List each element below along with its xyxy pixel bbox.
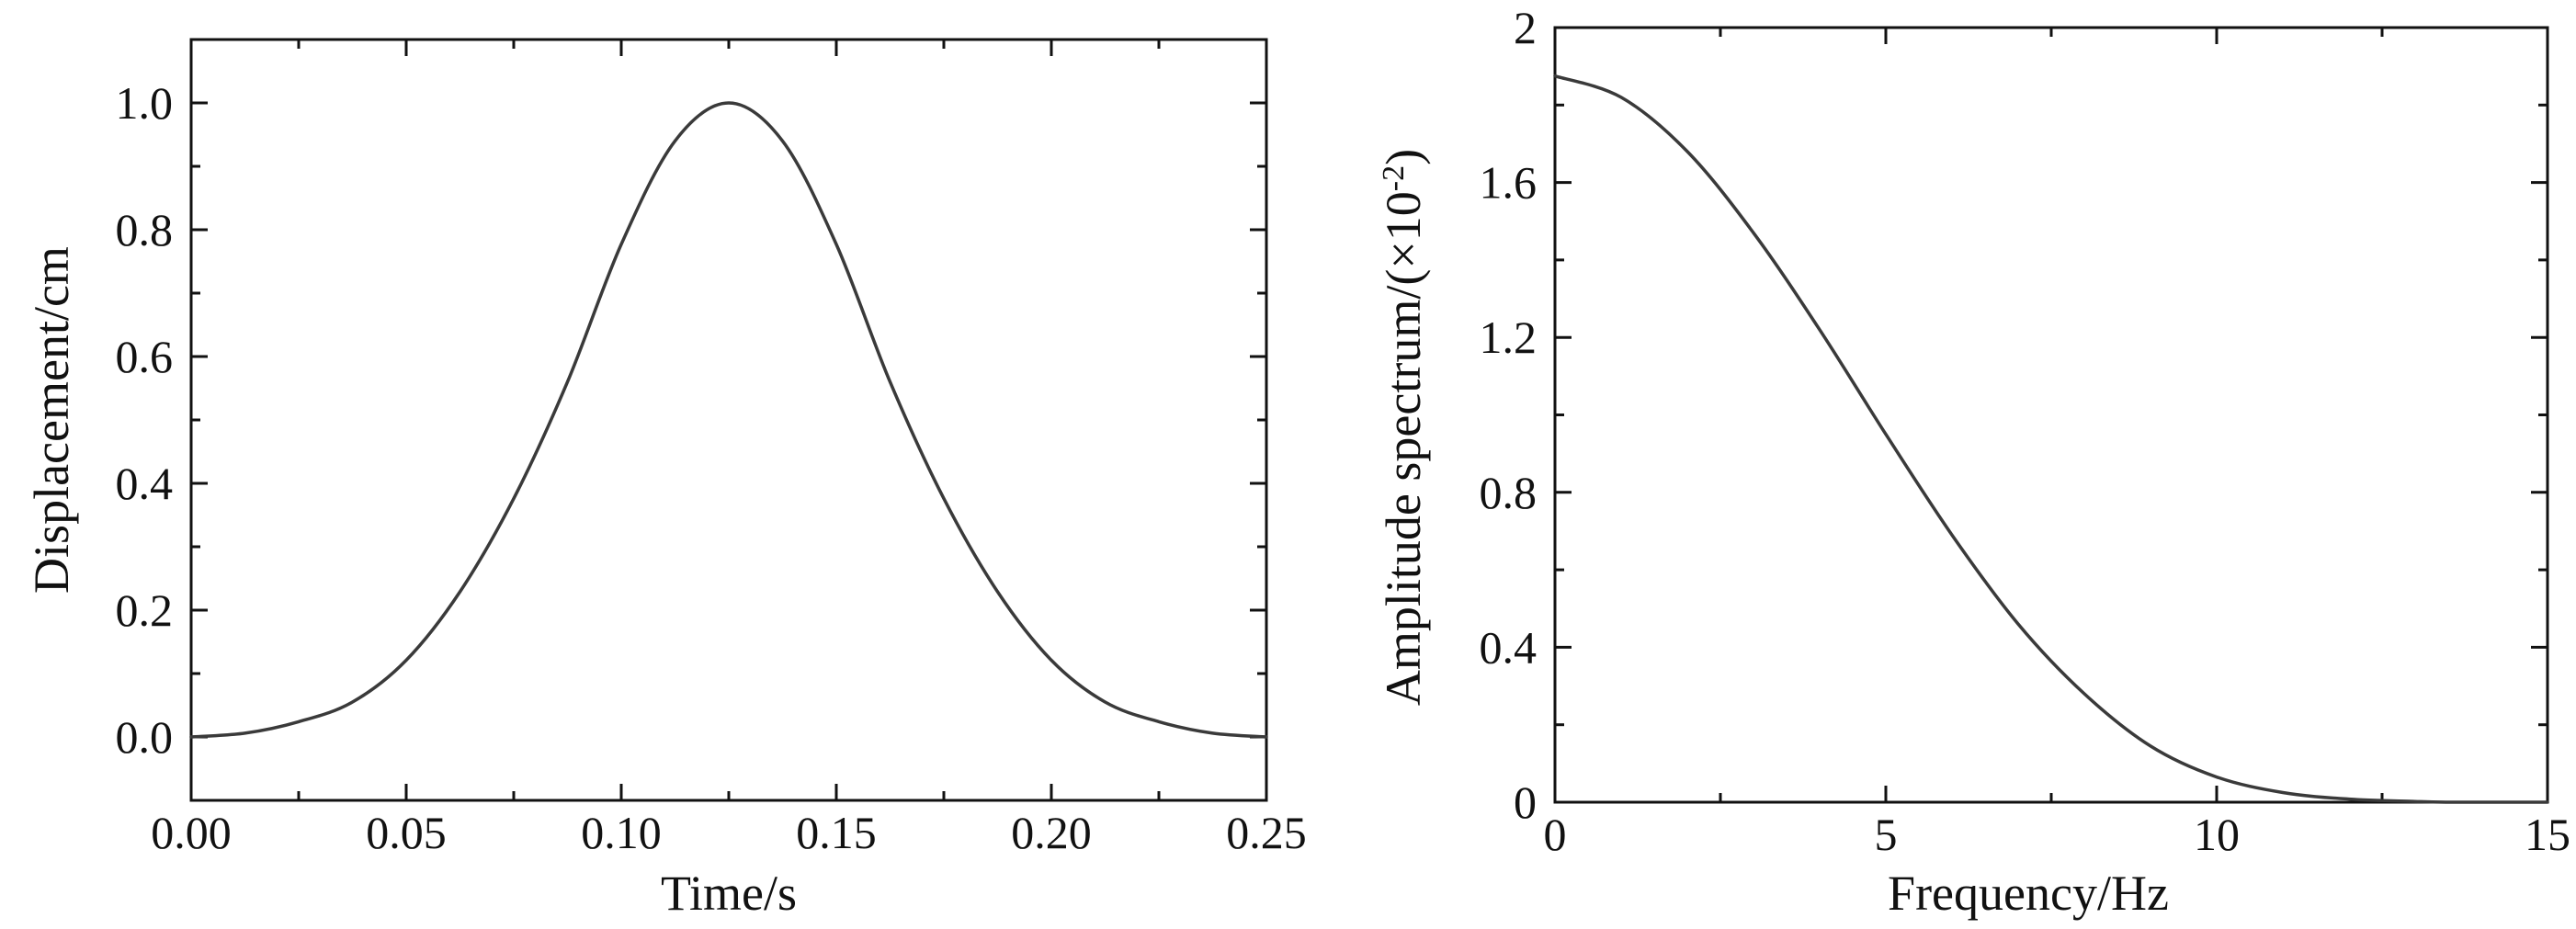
amplitude-y-tick-label-1: 0.4 <box>1480 621 1538 673</box>
displacement-curve <box>189 101 1268 739</box>
displacement-chart: 0.00 0.05 0.10 0.15 0.20 0.25 0.0 0.2 0.4 0.6 0.8 1… <box>24 38 1307 921</box>
amplitude-y-axis-title-close: ) <box>1376 149 1431 165</box>
displacement-y-tick-label-5: 1.0 <box>116 77 174 129</box>
displacement-x-axis-title: Time/s <box>661 866 797 921</box>
displacement-tick-labels: 0.00 0.05 0.10 0.15 0.20 0.25 0.0 0.2 0.4 0.6 0.8 1… <box>116 77 1307 858</box>
displacement-y-tick-label-2: 0.4 <box>116 458 174 509</box>
displacement-y-tick-label-4: 0.8 <box>116 204 174 255</box>
displacement-x-tick-label-4: 0.20 <box>1011 807 1092 858</box>
displacement-ticks <box>189 38 1268 802</box>
amplitude-spectrum-curve <box>1553 74 2549 804</box>
amplitude-spectrum-chart: 0 5 10 15 0 0.4 0.8 1.2 1.6 2 Frequency/Hz Amplit… <box>1376 2 2570 921</box>
amplitude-y-axis-title-main: Amplitude spectrum/(×10 <box>1376 191 1431 706</box>
amplitude-x-tick-label-2: 10 <box>2194 809 2240 860</box>
displacement-x-tick-label-2: 0.10 <box>581 807 662 858</box>
displacement-x-tick-label-3: 0.15 <box>796 807 877 858</box>
displacement-x-tick-label-1: 0.05 <box>366 807 447 858</box>
amplitude-y-tick-label-4: 1.6 <box>1480 157 1538 209</box>
amplitude-x-tick-label-3: 15 <box>2525 809 2570 860</box>
amplitude-y-axis-title: Amplitude spectrum/(×10-2) <box>1376 149 1431 706</box>
amplitude-plot-frame <box>1553 26 2549 804</box>
amplitude-x-axis-title: Frequency/Hz <box>1888 866 2169 921</box>
displacement-x-tick-label-0: 0.00 <box>151 807 232 858</box>
amplitude-y-tick-label-0: 0 <box>1514 776 1537 828</box>
amplitude-y-tick-label-5: 2 <box>1514 2 1537 53</box>
displacement-plot-frame <box>189 38 1268 802</box>
displacement-y-tick-label-1: 0.2 <box>116 584 174 636</box>
displacement-y-tick-label-3: 0.6 <box>116 331 174 382</box>
amplitude-ticks <box>1553 26 2549 804</box>
amplitude-x-tick-label-0: 0 <box>1544 809 1567 860</box>
amplitude-y-tick-label-2: 0.8 <box>1480 467 1538 518</box>
amplitude-tick-labels: 0 5 10 15 0 0.4 0.8 1.2 1.6 2 <box>1480 2 2571 860</box>
displacement-y-axis-title: Displacement/cm <box>24 246 79 594</box>
amplitude-y-tick-label-3: 1.2 <box>1480 312 1538 363</box>
amplitude-y-axis-title-exponent: -2 <box>1377 165 1411 191</box>
displacement-x-tick-label-5: 0.25 <box>1226 807 1307 858</box>
amplitude-x-tick-label-1: 5 <box>1875 809 1898 860</box>
displacement-y-tick-label-0: 0.0 <box>116 711 174 763</box>
